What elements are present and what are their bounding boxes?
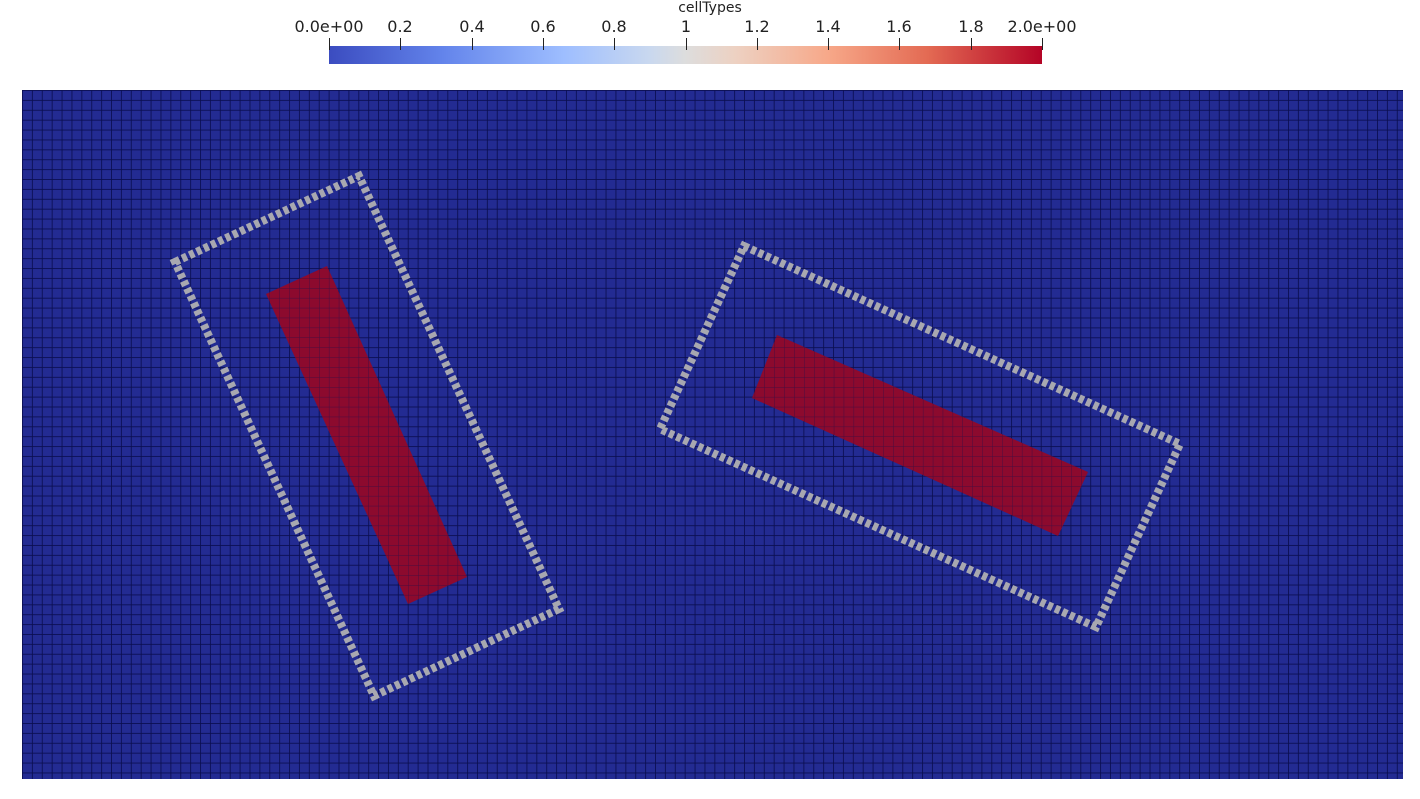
scalar-bar-tick-label: 0.2: [387, 17, 413, 36]
scalar-bar-tick-mark: [472, 38, 473, 50]
scalar-bar-tick-label: 0.6: [530, 17, 556, 36]
scalar-bar-tick-label: 1.2: [744, 17, 770, 36]
scalar-bar-tick-label: 1: [680, 17, 692, 36]
right-structure: [654, 240, 1186, 633]
left-outer-border: [169, 170, 565, 702]
scalar-bar-tick-label: 0.0e+00: [294, 17, 364, 36]
scalar-bar-tick-mark: [543, 38, 544, 50]
scalar-bar-tick-mark: [400, 38, 401, 50]
scalar-bar-gradient: [329, 46, 1042, 64]
scalar-bar-title: cellTypes: [678, 0, 742, 16]
scalar-bar-tick-label: 1.6: [886, 17, 912, 36]
render-view[interactable]: [22, 90, 1403, 779]
scalar-bar-tick-mark: [686, 38, 687, 50]
scalar-bar-tick-label: 2.0e+00: [1007, 17, 1077, 36]
scalar-bar-tick-label: 0.8: [601, 17, 627, 36]
left-structure: [169, 170, 565, 702]
right-outer-border: [654, 240, 1186, 633]
scalar-bar-tick-mark: [757, 38, 758, 50]
scalar-bar-tick-mark: [1042, 38, 1043, 50]
cell-regions: [169, 170, 1186, 702]
scalar-bar: cellTypes 0.0e+00 0.2 0.4 0.6 0.8 1 1.2 1.4 1.6 1…: [0, 0, 1420, 80]
scalar-bar-tick-mark: [614, 38, 615, 50]
scalar-bar-tick-mark: [971, 38, 972, 50]
scalar-bar-tick-label: 1.4: [815, 17, 841, 36]
scalar-bar-tick-label: 0.4: [459, 17, 485, 36]
scalar-bar-tick-mark: [899, 38, 900, 50]
scalar-bar-tick-mark: [828, 38, 829, 50]
scalar-bar-tick-label: 1.8: [958, 17, 984, 36]
scalar-bar-tick-mark: [329, 38, 330, 50]
